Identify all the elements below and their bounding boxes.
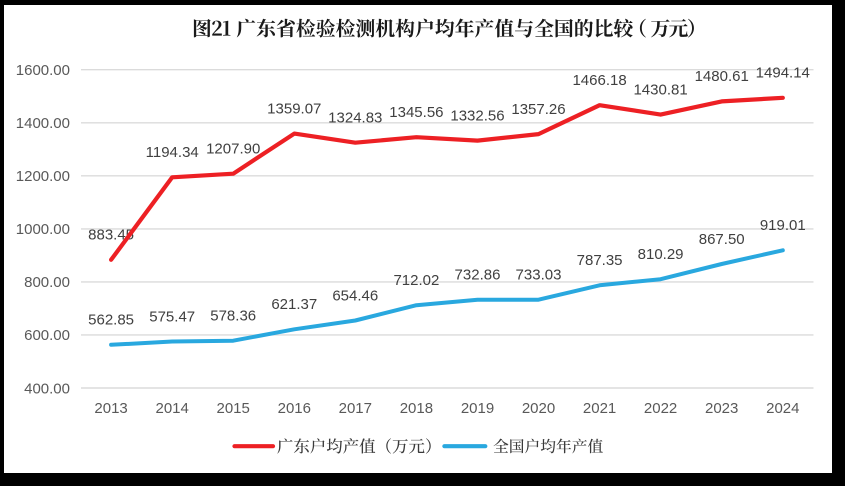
svg-text:2014: 2014 <box>156 400 189 417</box>
svg-text:1207.90: 1207.90 <box>206 141 260 158</box>
svg-text:2019: 2019 <box>461 400 494 417</box>
svg-text:883.45: 883.45 <box>88 227 134 244</box>
svg-text:733.03: 733.03 <box>516 267 562 284</box>
svg-text:1466.18: 1466.18 <box>572 72 626 89</box>
svg-text:2024: 2024 <box>766 400 799 417</box>
svg-text:1000.00: 1000.00 <box>16 221 70 238</box>
svg-text:1345.56: 1345.56 <box>389 104 443 121</box>
svg-text:1359.07: 1359.07 <box>267 100 321 117</box>
svg-text:1430.81: 1430.81 <box>633 81 687 98</box>
svg-text:2023: 2023 <box>705 400 738 417</box>
svg-text:621.37: 621.37 <box>271 296 317 313</box>
svg-text:732.86: 732.86 <box>455 267 501 284</box>
svg-text:919.01: 919.01 <box>760 217 806 234</box>
svg-text:2021: 2021 <box>583 400 616 417</box>
svg-text:800.00: 800.00 <box>24 274 70 291</box>
svg-text:787.35: 787.35 <box>577 252 623 269</box>
svg-text:1600.00: 1600.00 <box>16 62 70 79</box>
svg-text:578.36: 578.36 <box>210 308 256 325</box>
svg-text:2020: 2020 <box>522 400 555 417</box>
svg-text:562.85: 562.85 <box>88 312 134 329</box>
svg-text:575.47: 575.47 <box>149 308 195 325</box>
svg-text:400.00: 400.00 <box>24 380 70 397</box>
svg-text:2022: 2022 <box>644 400 677 417</box>
svg-text:2013: 2013 <box>94 400 127 417</box>
svg-text:1480.61: 1480.61 <box>695 68 749 85</box>
svg-text:600.00: 600.00 <box>24 327 70 344</box>
svg-text:867.50: 867.50 <box>699 231 745 248</box>
svg-text:1200.00: 1200.00 <box>16 168 70 185</box>
svg-text:1357.26: 1357.26 <box>511 101 565 118</box>
svg-text:1400.00: 1400.00 <box>16 115 70 132</box>
svg-text:1194.34: 1194.34 <box>146 144 199 161</box>
svg-text:1494.14: 1494.14 <box>756 65 810 82</box>
svg-text:1324.83: 1324.83 <box>328 110 382 127</box>
svg-text:2018: 2018 <box>400 400 433 417</box>
svg-text:810.29: 810.29 <box>638 246 684 263</box>
svg-text:2017: 2017 <box>339 400 372 417</box>
svg-text:654.46: 654.46 <box>332 287 378 304</box>
svg-text:1332.56: 1332.56 <box>450 107 504 124</box>
svg-text:2016: 2016 <box>278 400 311 417</box>
svg-text:712.02: 712.02 <box>393 272 439 289</box>
svg-text:2015: 2015 <box>217 400 250 417</box>
